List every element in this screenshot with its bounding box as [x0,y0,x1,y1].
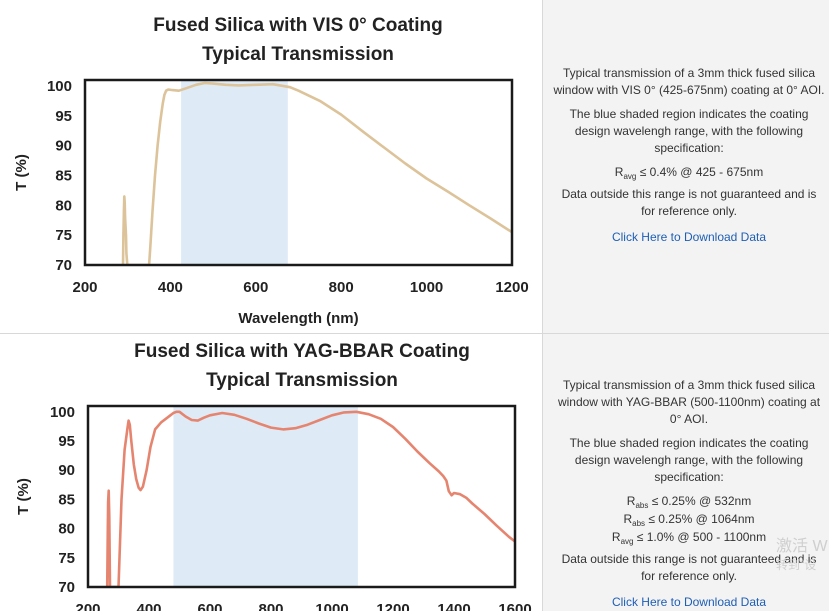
y-tick-label: 95 [58,433,75,450]
x-tick-label: 800 [329,279,354,296]
x-tick-label: 800 [258,601,283,611]
download-data-link[interactable]: Click Here to Download Data [611,230,767,244]
chart-title-line: Fused Silica with YAG-BBAR Coating [134,341,470,362]
chart-row-yag: Fused Silica with YAG-BBAR Coating Typica… [0,334,829,616]
x-tick-label: 600 [243,279,268,296]
description-yag: Typical transmission of a 3mm thick fuse… [553,377,825,611]
download-data-link[interactable]: Click Here to Download Data [611,595,767,609]
x-tick-label: 1400 [437,601,470,611]
desc-cell-vis: Typical transmission of a 3mm thick fuse… [542,0,829,333]
description-text: The blue shaded region indicates the coa… [569,436,809,484]
spec-value: ≤ 0.25% @ 532nm [648,494,752,508]
spec-list: Ravg ≤ 0.4% @ 425 - 675nm [553,164,825,182]
transmission-curve [121,81,512,265]
vis-transmission-chart: Fused Silica with VIS 0° Coating Typical … [13,15,529,327]
spec-symbol: R [626,494,636,508]
spec-symbol: R [614,165,624,179]
description-text: Typical transmission of a 3mm thick fuse… [553,66,825,97]
x-tick-label: 400 [158,279,183,296]
coating-design-range-band [181,80,288,265]
y-tick-label: 95 [55,108,72,125]
plot-frame [86,404,517,589]
chart-title-line: Typical Transmission [202,44,394,65]
row-divider [0,333,829,334]
description-text: The blue shaded region indicates the coa… [569,107,809,155]
x-tick-label: 1200 [376,601,409,611]
spec-line: Ravg ≤ 0.4% @ 425 - 675nm [553,164,825,182]
y-tick-label: 85 [55,167,72,184]
desc-cell-yag: Typical transmission of a 3mm thick fuse… [542,334,829,611]
transmission-curve [105,410,515,587]
x-tick-label: 1000 [410,279,443,296]
y-tick-label: 80 [58,521,75,538]
x-tick-label: 1600 [498,601,531,611]
plot-frame [83,78,514,267]
spec-subscript: abs [632,519,646,528]
spec-symbol: R [623,512,633,526]
spec-line: Ravg ≤ 1.0% @ 500 - 1100nm [553,529,825,547]
chart-cell-vis: Fused Silica with VIS 0° Coating Typical … [0,0,541,333]
y-axis-label: T (%) [15,478,32,515]
coating-design-range-band [173,406,358,587]
spec-line: Rabs ≤ 0.25% @ 1064nm [553,511,825,529]
chart-title-line: Fused Silica with VIS 0° Coating [153,15,442,36]
spec-subscript: abs [635,501,649,510]
yag-bbar-transmission-chart: Fused Silica with YAG-BBAR Coating Typica… [15,341,532,616]
y-tick-label: 100 [47,78,72,95]
x-tick-label: 1000 [315,601,348,611]
spec-subscript: avg [623,172,637,181]
spec-symbol: R [611,530,621,544]
y-tick-label: 70 [55,257,72,274]
x-tick-label: 200 [72,279,97,296]
x-tick-label: 400 [136,601,161,611]
y-tick-label: 85 [58,491,75,508]
spec-list: Rabs ≤ 0.25% @ 532nm Rabs ≤ 0.25% @ 1064n… [553,493,825,547]
x-tick-label: 600 [197,601,222,611]
chart-cell-yag: Fused Silica with YAG-BBAR Coating Typica… [0,334,541,616]
y-tick-label: 80 [55,197,72,214]
description-text: Typical transmission of a 3mm thick fuse… [557,378,821,426]
spec-line: Rabs ≤ 0.25% @ 532nm [553,493,825,511]
y-axis-label: T (%) [13,154,30,191]
description-vis: Typical transmission of a 3mm thick fuse… [553,65,825,246]
y-tick-label: 90 [58,462,75,479]
chart-title-line: Typical Transmission [206,370,398,391]
x-tick-label: 1200 [495,279,528,296]
x-axis-label: Wavelength (nm) [238,310,358,327]
chart-row-vis: Fused Silica with VIS 0° Coating Typical … [0,0,829,333]
spec-value: ≤ 0.25% @ 1064nm [645,512,755,526]
spec-value: ≤ 1.0% @ 500 - 1100nm [633,530,767,544]
disclaimer-text: Data outside this range is not guarantee… [561,187,817,218]
y-tick-label: 100 [50,404,75,421]
spec-subscript: avg [620,537,634,546]
disclaimer-text: Data outside this range is not guarantee… [561,552,817,583]
y-tick-label: 70 [58,579,75,596]
x-tick-label: 200 [75,601,100,611]
spec-value: ≤ 0.4% @ 425 - 675nm [636,165,764,179]
y-tick-label: 75 [55,227,72,244]
y-tick-label: 90 [55,138,72,155]
y-tick-label: 75 [58,550,75,567]
